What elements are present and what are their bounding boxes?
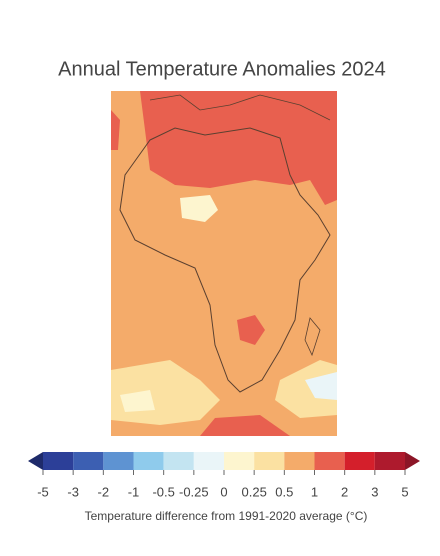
colorbar-segment: [43, 452, 74, 470]
colorbar-label: Temperature difference from 1991-2020 av…: [85, 509, 368, 523]
colorbar-segment: [193, 452, 224, 470]
colorbar-segment: [133, 452, 164, 470]
colorbar-segment: [163, 452, 194, 470]
colorbar: -5 -3 -2 -1 -0.5 -0.25 0 0.25 0.5 1 2 3 5: [28, 452, 420, 499]
colorbar-tick-label: -5: [37, 484, 49, 499]
colorbar-segment: [254, 452, 285, 470]
map: [111, 91, 337, 436]
colorbar-segment: [344, 452, 375, 470]
colorbar-tick-label: -0.25: [179, 484, 209, 499]
colorbar-segment: [314, 452, 345, 470]
colorbar-extend-high: [405, 452, 420, 470]
colorbar-tick-label: 0: [220, 484, 227, 499]
colorbar-segment: [284, 452, 315, 470]
colorbar-segment: [374, 452, 405, 470]
colorbar-tick-label: 0.5: [275, 484, 293, 499]
colorbar-segment: [103, 452, 134, 470]
colorbar-tick-label: -1: [128, 484, 140, 499]
colorbar-tick-label: -3: [67, 484, 79, 499]
colorbar-tick-label: 1: [311, 484, 318, 499]
colorbar-segment: [73, 452, 104, 470]
colorbar-tick-label: -0.5: [152, 484, 174, 499]
colorbar-tick-label: 0.25: [242, 484, 267, 499]
colorbar-segment: [224, 452, 255, 470]
colorbar-tick-label: 2: [341, 484, 348, 499]
colorbar-tick-label: 3: [371, 484, 378, 499]
colorbar-tick-label: -2: [98, 484, 110, 499]
colorbar-tick-label: 5: [401, 484, 408, 499]
map-title: Annual Temperature Anomalies 2024: [58, 58, 386, 80]
colorbar-extend-low: [28, 452, 43, 470]
